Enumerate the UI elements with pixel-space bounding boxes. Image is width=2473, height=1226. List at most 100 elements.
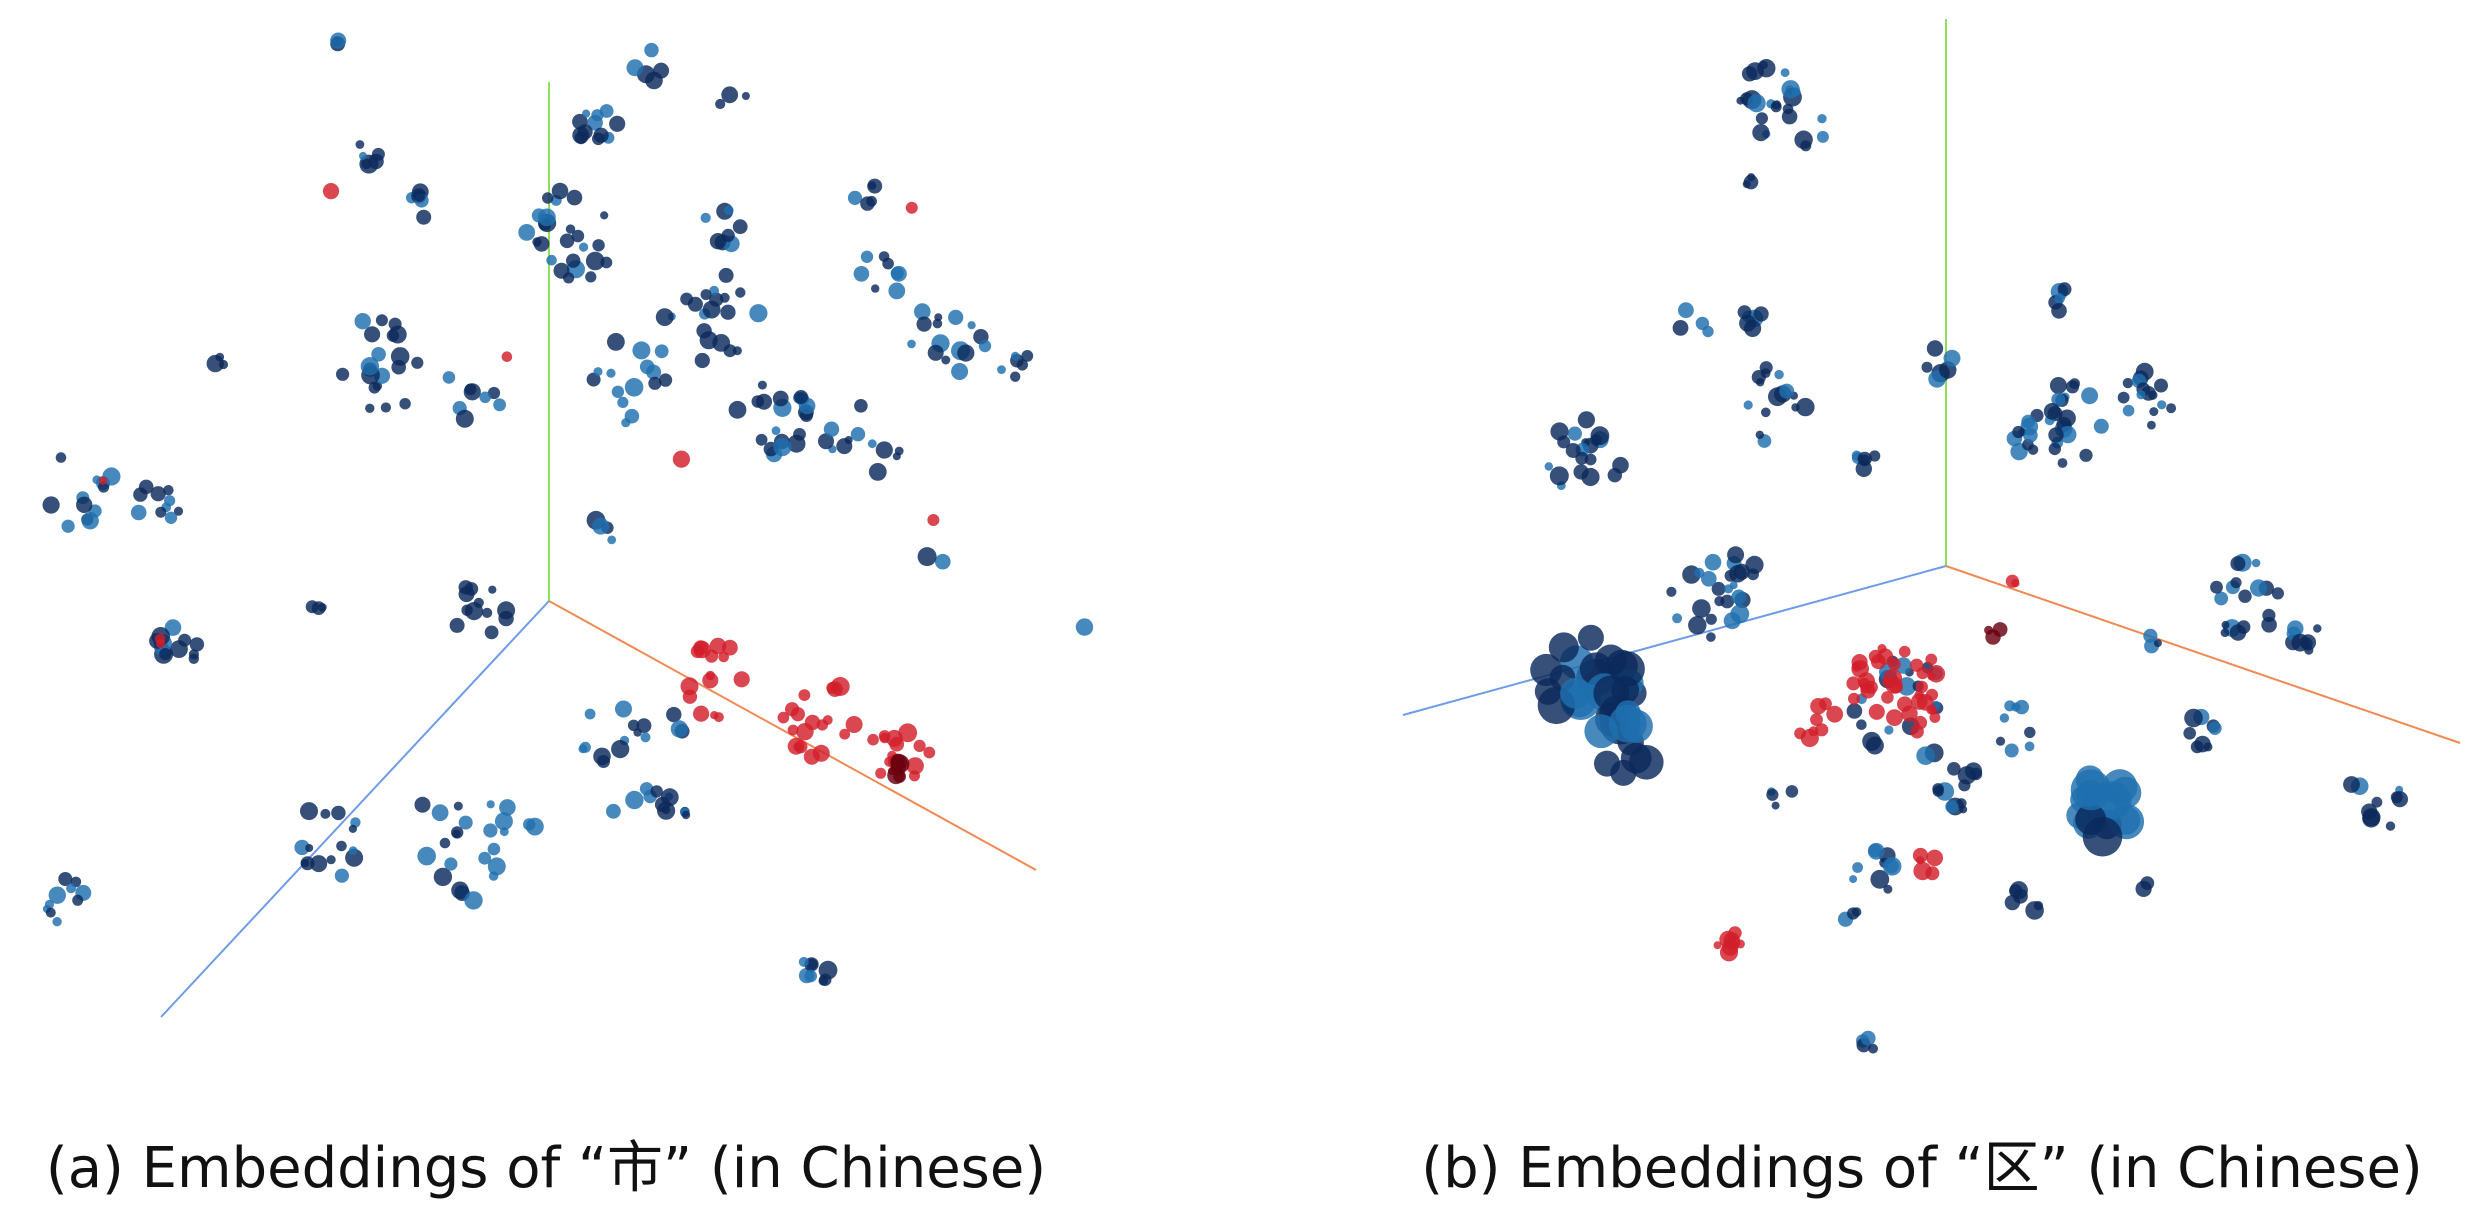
point: [484, 625, 499, 640]
point: [294, 839, 310, 856]
point: [1816, 130, 1829, 143]
point: [1847, 907, 1860, 920]
point: [2304, 645, 2314, 655]
point: [1927, 672, 1936, 681]
point: [1744, 319, 1762, 337]
point: [871, 284, 880, 293]
point: [1794, 130, 1813, 149]
point: [2149, 407, 2159, 417]
point: [917, 547, 937, 567]
point: [700, 212, 711, 223]
point: [2140, 876, 2155, 890]
point: [927, 514, 940, 526]
point: [360, 357, 380, 376]
point: [1548, 632, 1579, 663]
point: [694, 352, 710, 369]
point: [777, 711, 790, 724]
point: [586, 372, 601, 387]
point: [2048, 442, 2061, 456]
point: [1910, 658, 1924, 672]
point: [624, 378, 644, 397]
point: [1713, 941, 1722, 950]
point: [1752, 124, 1770, 142]
point: [592, 239, 605, 252]
point: [1855, 460, 1873, 477]
point: [891, 265, 907, 282]
point: [1755, 430, 1765, 439]
point: [1672, 320, 1689, 336]
point: [487, 857, 506, 876]
point: [951, 363, 969, 380]
point: [672, 450, 691, 468]
point: [1992, 622, 2008, 637]
point: [1851, 654, 1868, 671]
point: [579, 242, 589, 252]
point: [2362, 808, 2381, 827]
point: [310, 855, 328, 873]
point: [453, 801, 463, 811]
point: [334, 868, 349, 883]
point: [2043, 403, 2061, 420]
point: [787, 724, 799, 736]
point: [1747, 173, 1756, 182]
point: [733, 671, 750, 688]
point: [2371, 796, 2383, 808]
point: [150, 486, 166, 502]
point: [371, 347, 386, 362]
point: [1761, 407, 1771, 418]
point: [1916, 746, 1935, 765]
point: [702, 300, 721, 319]
point: [1743, 400, 1753, 410]
point: [658, 373, 673, 387]
point: [1883, 884, 1893, 894]
point: [2238, 589, 2252, 603]
point: [592, 132, 605, 146]
point: [1590, 426, 1610, 446]
point: [2214, 591, 2229, 606]
point: [1810, 698, 1827, 715]
point: [483, 823, 498, 838]
point: [1984, 625, 1994, 635]
point: [1694, 567, 1705, 579]
point: [361, 158, 372, 170]
point: [499, 799, 516, 816]
point: [518, 224, 536, 241]
point: [804, 969, 817, 983]
point: [585, 271, 597, 283]
point: [957, 344, 975, 362]
points: [42, 32, 2408, 1054]
point: [1945, 800, 1959, 814]
point: [923, 746, 936, 759]
point: [1898, 645, 1911, 658]
point: [741, 92, 750, 100]
point: [1759, 361, 1773, 375]
point: [627, 719, 640, 731]
point: [61, 519, 75, 533]
point: [1915, 680, 1929, 694]
point: [927, 344, 944, 361]
point: [452, 829, 461, 839]
point: [2117, 391, 2130, 404]
point: [372, 381, 383, 391]
point: [2136, 390, 2146, 400]
point: [52, 917, 62, 927]
point: [1868, 649, 1883, 664]
point: [1869, 450, 1881, 462]
point: [2203, 742, 2213, 752]
point: [553, 262, 570, 279]
point: [875, 767, 887, 779]
point: [1856, 719, 1867, 730]
point: [655, 308, 674, 326]
point: [551, 182, 569, 200]
point: [798, 689, 811, 701]
point: [867, 181, 877, 190]
point: [1772, 100, 1782, 110]
point: [493, 398, 506, 412]
point: [1666, 586, 1677, 597]
point: [892, 452, 901, 461]
point: [2057, 458, 2068, 468]
point: [1882, 857, 1902, 876]
point: [2343, 776, 2360, 793]
point: [1577, 411, 1595, 429]
point: [721, 86, 739, 104]
